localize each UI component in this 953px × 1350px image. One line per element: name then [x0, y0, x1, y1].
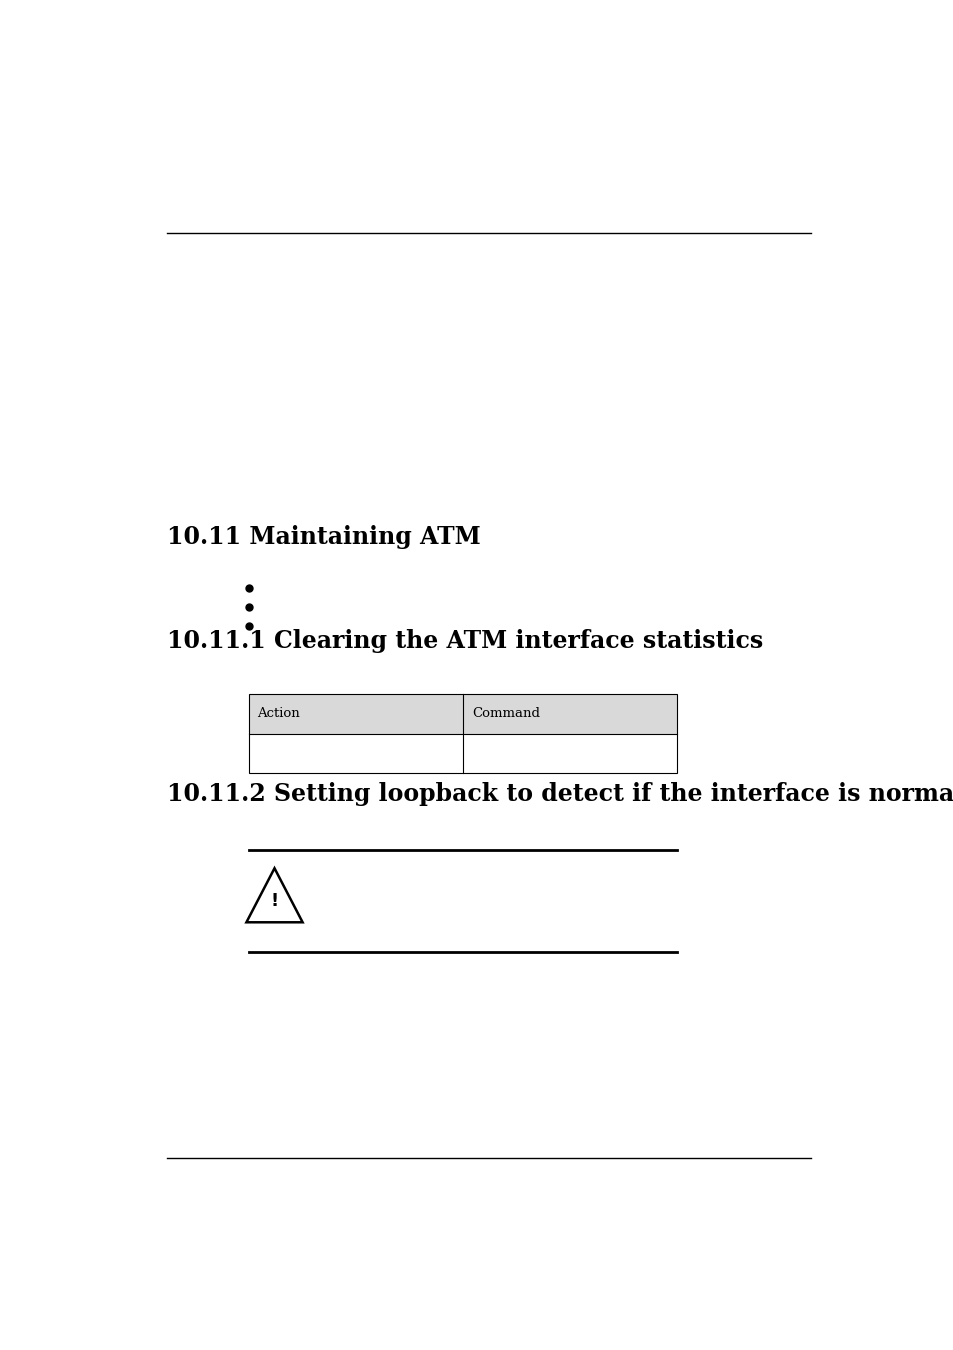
Text: Command: Command [472, 707, 539, 721]
Text: !: ! [270, 891, 278, 910]
Polygon shape [246, 868, 302, 922]
Text: Action: Action [257, 707, 300, 721]
Text: 10.11.2 Setting loopback to detect if the interface is normal: 10.11.2 Setting loopback to detect if th… [167, 783, 953, 806]
Bar [249, 694, 677, 774]
Bar [249, 734, 677, 774]
Bar [249, 694, 677, 734]
Text: 10.11 Maintaining ATM: 10.11 Maintaining ATM [167, 525, 480, 548]
Text: 10.11.1 Clearing the ATM interface statistics: 10.11.1 Clearing the ATM interface stati… [167, 629, 762, 652]
